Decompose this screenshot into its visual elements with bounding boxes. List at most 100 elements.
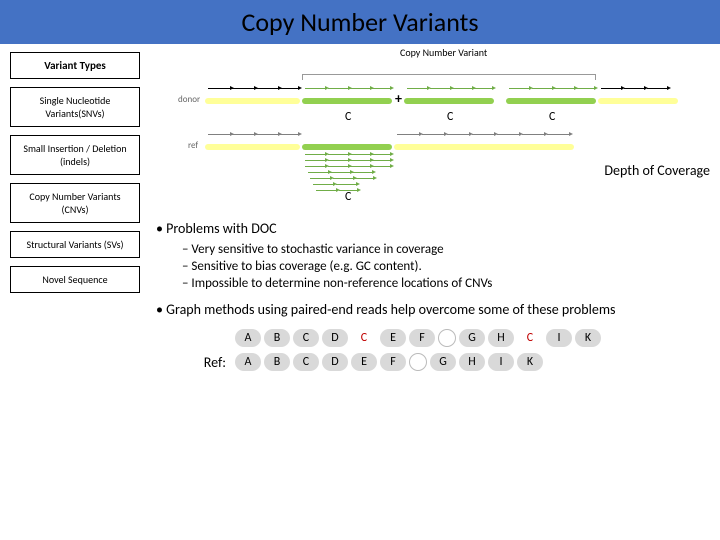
seq-cell: K bbox=[575, 329, 601, 347]
seq-cell: C bbox=[293, 353, 319, 371]
bracket bbox=[302, 74, 596, 80]
cnv-title: Copy Number Variant bbox=[400, 48, 487, 58]
seq-cell: C bbox=[351, 329, 377, 347]
sidebar-item: Novel Sequence bbox=[10, 266, 140, 293]
c-label: C bbox=[345, 190, 351, 204]
donor-arrow bbox=[305, 88, 325, 89]
seq-cell: E bbox=[380, 329, 406, 347]
donor-arrow bbox=[256, 88, 278, 89]
ref-arrow bbox=[497, 134, 519, 135]
coverage-arrow bbox=[355, 178, 373, 179]
ref-arrow bbox=[232, 134, 254, 135]
donor-arrow bbox=[532, 88, 552, 89]
seq-cell: E bbox=[351, 353, 377, 371]
bullet-2: Very sensitive to stochastic variance in… bbox=[182, 242, 710, 259]
depth-label: Depth of Coverage bbox=[604, 162, 710, 179]
coverage-arrow bbox=[333, 178, 353, 179]
seq-cell: C bbox=[293, 329, 319, 347]
seq-cell: G bbox=[459, 329, 485, 347]
coverage-arrow bbox=[313, 184, 333, 185]
donor-arrow bbox=[407, 88, 427, 89]
coverage-arrow bbox=[372, 154, 390, 155]
c-label: C bbox=[549, 110, 555, 124]
sidebar-item: Structural Variants (SVs) bbox=[10, 231, 140, 258]
ref-label: ref bbox=[188, 140, 198, 151]
coverage-arrow bbox=[372, 166, 390, 167]
ref-arrow bbox=[522, 134, 544, 135]
coverage-arrow bbox=[328, 160, 348, 161]
seq-cell: D bbox=[322, 353, 348, 371]
sequence-container: ABCDCEFGHCIK Ref:ABCDEFGHIK bbox=[150, 329, 710, 371]
bullet-2: Sensitive to bias coverage (e.g. GC cont… bbox=[182, 259, 710, 276]
donor-arrow bbox=[554, 88, 574, 89]
coverage-arrow bbox=[372, 160, 390, 161]
donor-arrow bbox=[474, 88, 492, 89]
c-label: C bbox=[345, 110, 351, 124]
donor-label: donor bbox=[178, 94, 200, 105]
seq-cell bbox=[409, 353, 427, 371]
content: Variant Types Single Nucleotide Variants… bbox=[0, 44, 720, 379]
c-label: C bbox=[447, 110, 453, 124]
coverage-arrow bbox=[330, 172, 350, 173]
coverage-arrow bbox=[352, 172, 372, 173]
coverage-arrow bbox=[305, 154, 325, 155]
donor-arrow bbox=[208, 88, 230, 89]
coverage-arrow bbox=[316, 190, 336, 191]
ref-arrow bbox=[256, 134, 278, 135]
seq-cell: B bbox=[264, 329, 290, 347]
donor-arrow bbox=[601, 88, 621, 89]
ref-arrow bbox=[397, 134, 419, 135]
coverage-arrow bbox=[350, 154, 370, 155]
seq-cell: K bbox=[517, 353, 543, 371]
ref-segment bbox=[205, 144, 300, 150]
donor-segment bbox=[404, 98, 494, 104]
donor-arrow bbox=[350, 88, 370, 89]
seq-cell: I bbox=[488, 353, 514, 371]
donor-arrow bbox=[430, 88, 450, 89]
sidebar-header: Variant Types bbox=[10, 52, 140, 79]
seq-cell: H bbox=[488, 329, 514, 347]
seq-cell: F bbox=[380, 353, 406, 371]
seq-cell: H bbox=[459, 353, 485, 371]
donor-arrow bbox=[328, 88, 348, 89]
bullet-1: Problems with DOC bbox=[156, 220, 710, 238]
ref-segment bbox=[394, 144, 574, 150]
ref-segment bbox=[302, 144, 392, 150]
main-area: Copy Number Variant donor ref Depth of C… bbox=[150, 52, 710, 371]
page-title: Copy Number Variants bbox=[241, 6, 478, 38]
ref-arrow bbox=[547, 134, 569, 135]
seq-cell: F bbox=[409, 329, 435, 347]
seq-cell: B bbox=[264, 353, 290, 371]
sidebar: Variant Types Single Nucleotide Variants… bbox=[10, 52, 140, 371]
coverage-arrow bbox=[336, 184, 356, 185]
coverage-arrow bbox=[305, 160, 325, 161]
coverage-arrow bbox=[308, 172, 328, 173]
coverage-arrow bbox=[310, 178, 330, 179]
seq-cell: A bbox=[235, 329, 261, 347]
coverage-arrow bbox=[305, 166, 325, 167]
seq-cell: I bbox=[546, 329, 572, 347]
ref-arrow bbox=[472, 134, 494, 135]
donor-arrow bbox=[232, 88, 254, 89]
seq-cell: G bbox=[430, 353, 456, 371]
donor-segment bbox=[598, 98, 678, 104]
ref-seq-label: Ref: bbox=[190, 354, 226, 371]
bullets: Problems with DOC Very sensitive to stoc… bbox=[150, 220, 710, 319]
seq-cell: D bbox=[322, 329, 348, 347]
cnv-diagram: Copy Number Variant donor ref Depth of C… bbox=[150, 52, 710, 212]
donor-arrow bbox=[624, 88, 644, 89]
ref-arrow bbox=[208, 134, 230, 135]
seq-cell: C bbox=[517, 329, 543, 347]
ref-arrow bbox=[280, 134, 298, 135]
donor-segment bbox=[205, 98, 300, 104]
donor-arrow bbox=[280, 88, 298, 89]
title-bar: Copy Number Variants bbox=[0, 0, 720, 44]
donor-arrow bbox=[576, 88, 594, 89]
coverage-arrow bbox=[350, 166, 370, 167]
sidebar-item: Small Insertion / Deletion (indels) bbox=[10, 135, 140, 175]
donor-arrow bbox=[509, 88, 529, 89]
coverage-arrow bbox=[328, 166, 348, 167]
coverage-arrow bbox=[350, 160, 370, 161]
sequence-row: Ref:ABCDEFGHIK bbox=[190, 353, 710, 371]
bullet-2: Impossible to determine non-reference lo… bbox=[182, 276, 710, 293]
